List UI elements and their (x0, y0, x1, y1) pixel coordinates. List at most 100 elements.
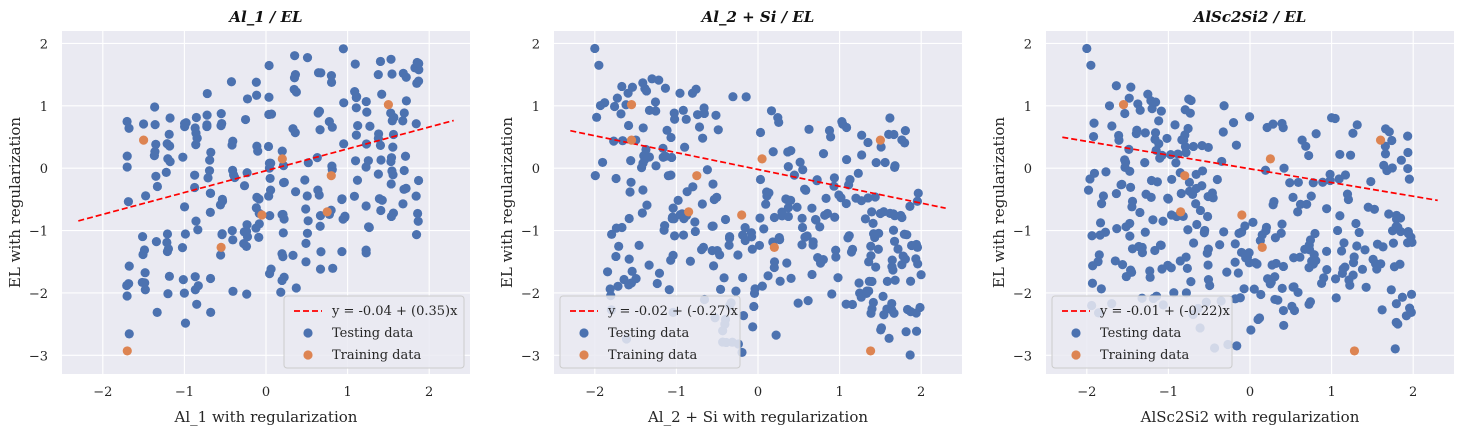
testing-data-point (1143, 89, 1153, 99)
testing-data-point (1230, 257, 1240, 267)
testing-data-point (766, 106, 777, 116)
testing-data-point (411, 191, 421, 201)
testing-data-point (793, 298, 803, 308)
testing-data-point (1089, 118, 1099, 128)
testing-data-point (884, 129, 894, 140)
testing-data-point (1326, 113, 1337, 123)
testing-data-point (885, 113, 895, 123)
testing-data-point (911, 308, 921, 318)
testing-data-point (339, 139, 349, 149)
testing-data-point (658, 143, 668, 153)
testing-data-point (1162, 133, 1172, 144)
testing-data-point (191, 128, 201, 138)
testing-data-point (401, 72, 411, 82)
testing-data-point (327, 161, 337, 171)
testing-data-point (769, 262, 779, 273)
testing-data-point (226, 77, 237, 87)
testing-data-point (180, 229, 191, 239)
testing-data-point (1287, 301, 1297, 311)
testing-data-point (1285, 178, 1295, 188)
testing-data-point (782, 258, 792, 268)
testing-data-point (857, 150, 867, 160)
testing-data-point (702, 165, 712, 175)
testing-data-point (694, 122, 705, 132)
testing-data-point (205, 155, 215, 165)
testing-data-point (1133, 99, 1143, 109)
testing-data-point (876, 142, 886, 152)
testing-data-point (387, 69, 397, 79)
testing-data-point (1279, 163, 1289, 173)
testing-data-point (634, 240, 644, 251)
testing-data-point (228, 286, 238, 296)
testing-data-point (254, 232, 264, 242)
testing-data-point (666, 170, 676, 180)
testing-data-point (841, 299, 851, 309)
testing-data-point (1230, 294, 1240, 304)
testing-data-point (265, 211, 275, 221)
testing-data-point (1237, 227, 1247, 237)
testing-data-point (831, 245, 841, 255)
testing-data-point (288, 250, 298, 260)
testing-data-point (685, 256, 695, 266)
testing-data-point (713, 125, 723, 135)
testing-data-point (1148, 215, 1158, 225)
testing-data-point (1203, 275, 1214, 285)
testing-data-point (844, 231, 854, 241)
testing-data-point (1125, 231, 1135, 241)
testing-data-point (783, 162, 793, 172)
testing-data-point (137, 277, 147, 288)
testing-data-point (755, 127, 766, 138)
testing-data-point (386, 108, 396, 118)
testing-data-point (1278, 261, 1289, 272)
testing-data-point (889, 236, 900, 246)
testing-data-point (1288, 282, 1298, 292)
testing-data-point (179, 288, 189, 298)
testing-data-point (897, 135, 907, 145)
testing-data-point (1304, 150, 1314, 161)
testing-data-point (650, 97, 661, 107)
testing-data-point (386, 54, 396, 64)
testing-data-point (738, 311, 749, 321)
testing-data-point (291, 87, 301, 97)
testing-data-point (401, 96, 411, 106)
testing-data-point (388, 129, 399, 140)
testing-data-point (1203, 260, 1213, 270)
testing-data-point (1321, 246, 1332, 256)
testing-data-point (905, 201, 915, 211)
testing-data-point (413, 76, 424, 86)
testing-data-point (265, 185, 276, 195)
testing-data-point (669, 231, 680, 241)
testing-data-point (315, 264, 326, 274)
testing-data-point (854, 278, 864, 288)
testing-data-point (1132, 125, 1142, 135)
testing-data-point (400, 151, 411, 161)
testing-data-point (878, 291, 888, 302)
testing-data-point (699, 108, 709, 119)
testing-data-point (1124, 93, 1134, 103)
testing-data-point (164, 271, 174, 281)
testing-data-point (626, 156, 636, 166)
testing-data-point (875, 208, 885, 219)
testing-data-point (1184, 186, 1195, 196)
testing-data-point (1378, 242, 1388, 252)
testing-data-point (769, 212, 780, 223)
testing-data-point (202, 121, 212, 132)
testing-data-point (1154, 116, 1164, 126)
testing-data-point (681, 114, 691, 124)
testing-data-point (315, 125, 325, 135)
testing-data-point (264, 269, 275, 279)
testing-data-point (660, 221, 670, 231)
testing-data-point (122, 291, 132, 301)
testing-data-point (627, 266, 637, 276)
testing-data-point (841, 122, 852, 133)
testing-data-point (138, 119, 149, 129)
y-tick-label: −3 (29, 349, 48, 364)
testing-data-point (617, 222, 627, 233)
testing-data-point (327, 122, 337, 132)
testing-data-point (1231, 140, 1242, 150)
testing-data-point (618, 136, 628, 146)
testing-data-point (1125, 166, 1135, 176)
testing-data-point (651, 161, 661, 171)
testing-data-point (1150, 134, 1160, 145)
testing-data-point (302, 191, 312, 201)
